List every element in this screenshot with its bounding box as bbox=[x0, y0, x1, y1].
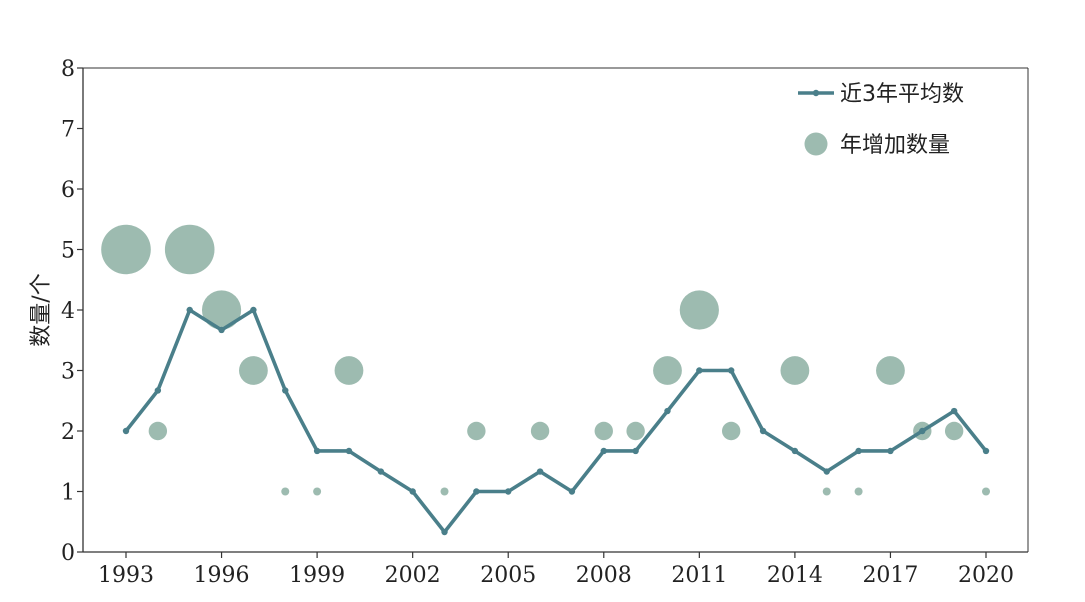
legend-bubble-swatch bbox=[804, 132, 828, 156]
legend: 近3年平均数 年增加数量 bbox=[798, 82, 964, 158]
line-point bbox=[759, 427, 767, 435]
line-point bbox=[982, 447, 990, 455]
x-tick-label: 2011 bbox=[671, 563, 727, 588]
bubble-point bbox=[822, 487, 831, 496]
y-tick-label: 5 bbox=[61, 239, 75, 264]
bubble-point bbox=[239, 356, 268, 385]
line-point bbox=[600, 447, 607, 455]
y-tick-label: 2 bbox=[61, 420, 75, 445]
line-point bbox=[505, 488, 512, 495]
line-point bbox=[919, 427, 926, 435]
line-point bbox=[313, 447, 321, 455]
line-point bbox=[791, 447, 799, 455]
bubble-point bbox=[334, 356, 364, 385]
line-points bbox=[122, 306, 990, 536]
bubble-point bbox=[780, 356, 810, 385]
x-tick-label: 2008 bbox=[576, 563, 632, 588]
bubble-point bbox=[201, 290, 242, 330]
line-point bbox=[727, 367, 735, 374]
line-point bbox=[473, 488, 480, 495]
line-point bbox=[218, 326, 225, 334]
x-ticks: 1993 1996 1999 2002 2005 2008 2011 2014 2017 2020 bbox=[98, 552, 1014, 588]
line-point bbox=[632, 447, 639, 455]
y-tick-label: 0 bbox=[61, 541, 75, 566]
bubble-point bbox=[530, 421, 550, 441]
bubble-point bbox=[876, 356, 905, 385]
y-tick-label: 4 bbox=[61, 299, 75, 324]
x-tick-label: 2017 bbox=[862, 563, 918, 588]
y-tick-label: 8 bbox=[61, 57, 75, 82]
line-point bbox=[536, 468, 544, 475]
bubble-point bbox=[467, 421, 486, 441]
bubble-point bbox=[626, 421, 645, 441]
line-point bbox=[823, 468, 830, 475]
y-tick-label: 3 bbox=[61, 360, 75, 385]
line-point bbox=[855, 447, 862, 455]
bubble-point bbox=[982, 487, 990, 496]
bubble-point bbox=[148, 421, 168, 441]
bubble-point bbox=[440, 487, 449, 496]
line-point bbox=[122, 427, 130, 435]
line-series bbox=[124, 308, 988, 534]
line-point bbox=[409, 488, 416, 495]
y-axis-title: 数量/个 bbox=[29, 273, 54, 346]
line-point bbox=[250, 306, 257, 314]
bubble-point bbox=[281, 487, 290, 496]
line-point bbox=[441, 528, 448, 536]
line-point bbox=[950, 407, 958, 415]
line-point bbox=[377, 468, 385, 475]
x-tick-label: 1993 bbox=[98, 563, 154, 588]
x-tick-label: 2005 bbox=[480, 563, 536, 588]
line-point bbox=[568, 488, 576, 495]
x-tick-label: 2014 bbox=[767, 563, 823, 588]
x-tick-label: 2020 bbox=[958, 563, 1014, 588]
x-tick-label: 2002 bbox=[385, 563, 441, 588]
y-tick-label: 1 bbox=[61, 481, 75, 506]
legend-label-line: 近3年平均数 bbox=[840, 82, 964, 107]
bubble-point bbox=[944, 421, 964, 441]
line-point bbox=[887, 447, 894, 455]
x-tick-label: 1996 bbox=[194, 563, 250, 588]
y-ticks: 0 1 2 3 4 5 6 7 8 bbox=[61, 57, 83, 566]
x-tick-label: 1999 bbox=[289, 563, 345, 588]
line-point bbox=[154, 387, 162, 394]
bubble-point bbox=[854, 487, 863, 496]
line-point bbox=[696, 367, 703, 374]
bubble-point bbox=[653, 356, 682, 385]
line-point bbox=[186, 306, 193, 314]
bubble-point bbox=[313, 487, 322, 496]
bubble-point bbox=[101, 224, 151, 275]
bubble-point bbox=[679, 290, 719, 330]
bubble-point bbox=[594, 421, 613, 441]
line-point bbox=[345, 447, 353, 455]
y-tick-label: 7 bbox=[61, 118, 75, 143]
bubble-point bbox=[721, 421, 741, 441]
bubble-point bbox=[164, 224, 215, 275]
line-point bbox=[664, 407, 671, 415]
legend-line-dot bbox=[812, 89, 820, 97]
y-tick-label: 6 bbox=[61, 178, 75, 203]
bubble-series bbox=[101, 224, 990, 496]
avg-line bbox=[124, 308, 988, 534]
line-point bbox=[282, 387, 289, 394]
legend-label-bubble: 年增加数量 bbox=[840, 133, 950, 158]
